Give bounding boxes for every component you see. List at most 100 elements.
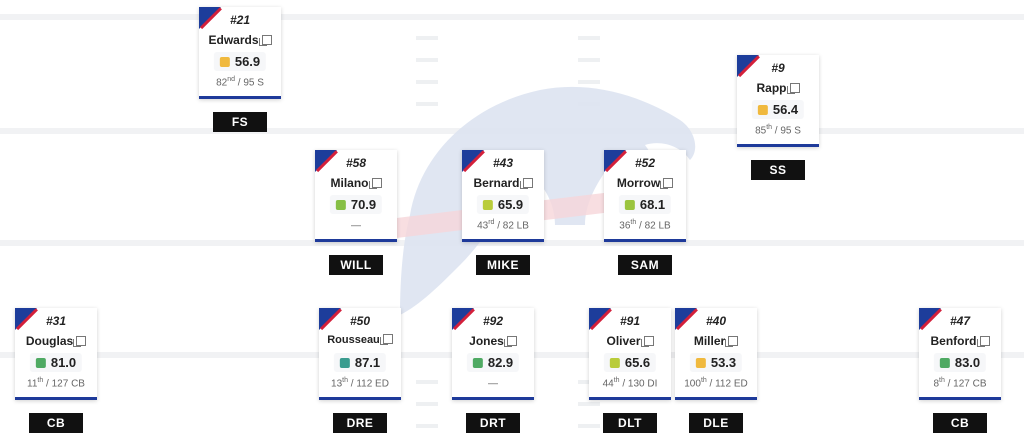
rank-number: 36 [619,220,631,232]
player-card-drt[interactable]: #92 Jones 82.9 — DRT [452,308,534,440]
copy-icon[interactable] [640,336,654,347]
player-name-row: Rapp [737,81,819,95]
copy-icon[interactable] [519,178,533,189]
card: #92 Jones 82.9 — [452,308,534,400]
player-card-cb-right[interactable]: #47 Benford 83.0 8th / 127 CB CB [919,308,1001,440]
rank-suffix: nd [227,76,235,83]
card: #50 Rousseau 87.1 13th / 112 ED [319,308,401,400]
rank-total: / 127 CB [43,378,85,390]
grade-value: 87.1 [354,355,381,370]
grade-value: 65.6 [624,355,651,370]
card: #21 Edwards 56.9 82nd / 95 S [199,7,281,99]
rank-total: / 127 CB [944,378,987,390]
rank-total: / 82 LB [636,220,671,232]
rank-text: 100th / 112 ED [675,377,757,389]
player-name[interactable]: Miller [693,334,726,348]
player-name-row: Morrow [604,176,686,190]
player-name-row: Edwards [199,33,281,47]
rank-suffix: th [939,377,945,384]
hash-mark [416,402,438,406]
copy-icon[interactable] [660,178,674,189]
rank-number: 85 [755,125,767,137]
grade-badge: 56.9 [213,52,267,71]
player-card-mike[interactable]: #43 Bernard 65.9 43rd / 82 LB MIKE [462,150,544,282]
copy-icon[interactable] [976,336,990,347]
rank-number: 44 [602,378,614,390]
jersey-number: #50 [349,314,371,328]
grade-value: 56.9 [234,54,261,69]
rank-text: 8th / 127 CB [919,377,1001,389]
player-card-dre[interactable]: #50 Rousseau 87.1 13th / 112 ED DRE [319,308,401,440]
player-name[interactable]: Rousseau [327,334,380,346]
player-card-sam[interactable]: #52 Morrow 68.1 36th / 82 LB SAM [604,150,686,282]
player-name[interactable]: Milano [330,176,369,190]
player-name[interactable]: Douglas [25,334,74,348]
grade-badge: 81.0 [29,353,83,372]
copy-icon[interactable] [368,178,382,189]
grade-color-dot [339,358,350,368]
team-flag-icon [919,308,941,330]
grade-color-dot [695,358,706,368]
yard-line [0,240,1024,246]
rank-number: — [351,220,361,232]
team-flag-icon [319,308,341,330]
rank-text: 36th / 82 LB [604,219,686,231]
copy-icon[interactable] [258,35,272,46]
player-name[interactable]: Oliver [606,334,641,348]
copy-icon[interactable] [786,83,800,94]
player-name-row: Miller [675,334,757,348]
grade-value: 68.1 [639,197,666,212]
hash-mark [416,80,438,84]
team-flag-icon [737,55,759,77]
rank-number: 43 [477,220,489,232]
grade-badge: 87.1 [333,353,387,372]
position-label: SAM [618,255,672,275]
rank-total: / 112 ED [348,378,389,390]
copy-icon[interactable] [503,336,517,347]
player-card-dle[interactable]: #40 Miller 53.3 100th / 112 ED DLE [675,308,757,440]
rank-text: 43rd / 82 LB [462,219,544,231]
copy-icon[interactable] [73,336,87,347]
player-card-dlt[interactable]: #91 Oliver 65.6 44th / 130 DI DLT [589,308,671,440]
grade-color-dot [624,200,635,210]
player-card-will[interactable]: #58 Milano 70.9 — WILL [315,150,397,282]
player-name[interactable]: Benford [930,334,977,348]
card: #9 Rapp 56.4 85th / 95 S [737,55,819,147]
copy-icon[interactable] [379,334,393,345]
rank-number: 8 [933,378,939,390]
rank-text: 11th / 127 CB [15,377,97,389]
team-flag-icon [589,308,611,330]
player-card-ss[interactable]: #9 Rapp 56.4 85th / 95 S SS [737,55,819,187]
player-name[interactable]: Rapp [756,81,787,95]
player-card-fs[interactable]: #21 Edwards 56.9 82nd / 95 S FS [199,7,281,139]
player-name[interactable]: Bernard [473,176,520,190]
copy-icon[interactable] [725,336,739,347]
hash-mark [578,58,600,62]
position-label: MIKE [476,255,530,275]
hash-mark [416,36,438,40]
player-card-cb-left[interactable]: #31 Douglas 81.0 11th / 127 CB CB [15,308,97,440]
rank-suffix: th [613,377,620,384]
hash-mark [416,380,438,384]
player-name[interactable]: Edwards [208,33,259,47]
position-label: DLE [689,413,743,433]
jersey-number: #47 [949,314,971,328]
rank-text: — [452,377,534,389]
position-label: SS [751,160,805,180]
player-name[interactable]: Jones [469,334,504,348]
card: #58 Milano 70.9 — [315,150,397,242]
rank-suffix: th [342,377,348,384]
grade-value: 83.0 [954,355,981,370]
team-flag-icon [462,150,484,172]
team-flag-icon [452,308,474,330]
position-label: CB [29,413,83,433]
player-name-row: Milano [315,176,397,190]
grade-color-dot [939,358,950,368]
player-name[interactable]: Morrow [616,176,661,190]
jersey-number: #92 [482,314,504,328]
rank-text: 82nd / 95 S [199,76,281,88]
hash-mark [416,102,438,106]
hash-mark [416,424,438,428]
grade-color-dot [609,358,620,368]
hash-mark [578,402,600,406]
